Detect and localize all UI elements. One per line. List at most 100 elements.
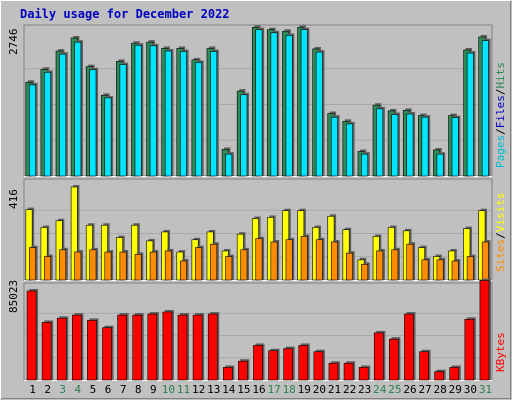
x-tick-label-13: 13 <box>207 383 220 396</box>
bar-files-30 <box>466 52 474 177</box>
x-tick-label-14: 14 <box>222 383 236 396</box>
bar-kbytes-29 <box>449 367 460 381</box>
bar-files-23 <box>361 153 369 177</box>
bar-sites-11 <box>179 260 187 281</box>
bar-files-25 <box>391 114 399 177</box>
bar-kbytes-11 <box>177 314 188 381</box>
bar-files-27 <box>421 116 429 177</box>
x-tick-label-7: 7 <box>120 383 127 396</box>
bar-visits-1 <box>25 209 33 281</box>
bar-visits-30 <box>463 228 471 281</box>
legend-top: Pages/Files/Hits <box>494 62 507 168</box>
x-tick-label-18: 18 <box>283 383 296 396</box>
bar-sites-2 <box>44 256 52 281</box>
bar-kbytes-15 <box>238 360 248 381</box>
bar-files-21 <box>330 116 338 177</box>
bar-kbytes-30 <box>464 318 475 381</box>
x-tick-label-29: 29 <box>449 383 462 396</box>
x-tick-label-17: 17 <box>267 383 280 396</box>
bar-kbytes-16 <box>253 345 263 381</box>
bar-sites-12 <box>195 247 203 281</box>
x-tick-label-11: 11 <box>177 383 190 396</box>
bar-sites-28 <box>436 259 444 281</box>
bar-files-16 <box>255 29 263 177</box>
x-tick-label-22: 22 <box>343 383 356 396</box>
y-max-label-middle: 416 <box>7 189 20 209</box>
x-tick-label-27: 27 <box>418 383 431 396</box>
bar-sites-22 <box>346 252 353 281</box>
bar-kbytes-12 <box>192 314 203 381</box>
bar-sites-3 <box>59 249 67 281</box>
bar-sites-6 <box>104 251 112 281</box>
bar-sites-25 <box>391 249 399 281</box>
bar-sites-20 <box>315 239 323 281</box>
legend-entry-bottom-1: KBytes <box>494 332 507 372</box>
bar-kbytes-23 <box>358 367 369 381</box>
x-tick-label-31: 31 <box>479 383 492 396</box>
bar-kbytes-3 <box>56 317 67 381</box>
bar-sites-29 <box>451 260 459 281</box>
bar-files-12 <box>195 62 203 177</box>
bar-files-3 <box>59 53 67 177</box>
bar-files-24 <box>376 108 384 177</box>
y-max-label-top: 2746 <box>7 29 20 56</box>
x-tick-label-12: 12 <box>192 383 205 396</box>
bar-files-13 <box>210 51 218 177</box>
x-tick-label-15: 15 <box>237 383 250 396</box>
legend-entry-middle-2: / <box>494 232 507 239</box>
chart-title: Daily usage for December 2022 <box>20 7 230 21</box>
bar-kbytes-20 <box>313 351 324 381</box>
bar-files-7 <box>119 64 127 177</box>
x-tick-label-24: 24 <box>373 383 387 396</box>
bar-kbytes-27 <box>419 351 429 381</box>
bar-sites-31 <box>481 241 489 281</box>
bar-files-19 <box>300 29 308 177</box>
bar-kbytes-31 <box>479 280 490 381</box>
bar-sites-4 <box>74 251 82 281</box>
bar-sites-19 <box>300 236 308 281</box>
panel-middle: 416 Sites/Visits <box>7 178 507 281</box>
bar-files-22 <box>346 123 353 177</box>
bar-sites-16 <box>255 238 263 281</box>
bar-files-8 <box>134 44 142 177</box>
bar-sites-1 <box>28 247 36 281</box>
legend-entry-top-2: / <box>494 128 507 135</box>
bar-kbytes-5 <box>87 320 97 381</box>
x-tick-label-9: 9 <box>150 383 157 396</box>
x-tick-label-1: 1 <box>29 383 36 396</box>
panel-bottom: 85023 KBytes <box>7 278 507 381</box>
x-tick-label-30: 30 <box>464 383 477 396</box>
x-tick-label-5: 5 <box>90 383 97 396</box>
bar-files-14 <box>225 153 233 177</box>
legend-entry-top-5: Hits <box>494 62 507 89</box>
bar-kbytes-13 <box>207 313 218 381</box>
legend-middle: Sites/Visits <box>494 193 507 273</box>
bar-sites-8 <box>134 253 142 281</box>
bar-sites-15 <box>240 249 248 281</box>
x-tick-label-28: 28 <box>434 383 447 396</box>
bar-sites-18 <box>285 239 293 281</box>
legend-entry-middle-1: Sites <box>494 239 507 272</box>
x-tick-label-26: 26 <box>403 383 416 396</box>
bar-files-20 <box>315 51 323 177</box>
x-tick-label-21: 21 <box>328 383 341 396</box>
x-tick-label-2: 2 <box>44 383 51 396</box>
bar-sites-23 <box>361 264 369 281</box>
bar-files-6 <box>104 97 112 177</box>
bar-visits-4 <box>70 186 78 281</box>
x-tick-label-10: 10 <box>162 383 175 396</box>
bar-files-26 <box>406 113 414 177</box>
legend-entry-top-3: Files <box>494 95 507 128</box>
bar-kbytes-28 <box>434 371 444 381</box>
bar-files-1 <box>28 84 36 177</box>
legend-bottom: KBytes <box>494 332 507 372</box>
bar-sites-17 <box>270 241 278 281</box>
chart-panels: 2746Pages/Files/Hits416Sites/Visits85023… <box>7 24 507 381</box>
bar-kbytes-10 <box>162 311 173 381</box>
bar-kbytes-19 <box>298 345 309 381</box>
bar-files-4 <box>74 41 82 177</box>
bar-sites-26 <box>406 243 414 281</box>
bar-files-29 <box>451 117 459 177</box>
x-tick-label-19: 19 <box>298 383 311 396</box>
